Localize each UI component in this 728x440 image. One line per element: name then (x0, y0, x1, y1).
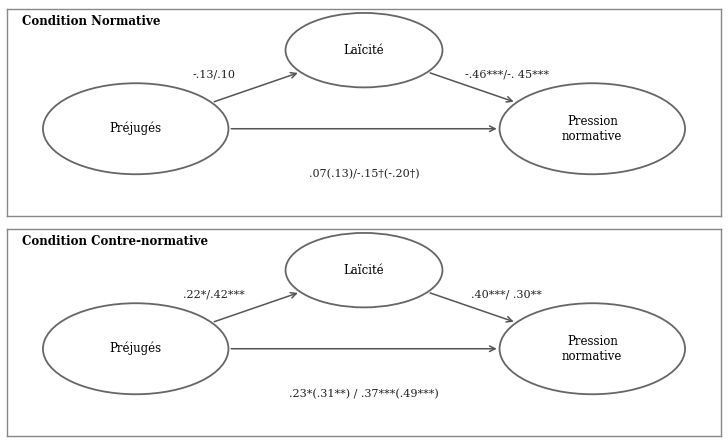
Text: Pression
normative: Pression normative (562, 115, 622, 143)
Ellipse shape (43, 303, 229, 394)
Text: Condition Contre-normative: Condition Contre-normative (22, 235, 207, 248)
Text: .40***/ .30**: .40***/ .30** (471, 290, 542, 300)
Text: Pression
normative: Pression normative (562, 335, 622, 363)
Ellipse shape (43, 83, 229, 174)
Text: Préjugés: Préjugés (110, 342, 162, 356)
Text: Condition Normative: Condition Normative (22, 15, 160, 28)
Ellipse shape (499, 303, 685, 394)
Text: .22*/.42***: .22*/.42*** (183, 290, 245, 300)
Text: -.46***/-. 45***: -.46***/-. 45*** (464, 70, 549, 80)
Text: .07(.13)/-.15†(-.20†): .07(.13)/-.15†(-.20†) (309, 169, 419, 180)
Text: -.13/.10: -.13/.10 (193, 70, 236, 80)
Text: Laïcité: Laïcité (344, 264, 384, 277)
Text: Préjugés: Préjugés (110, 122, 162, 136)
Ellipse shape (285, 233, 443, 308)
Ellipse shape (285, 13, 443, 88)
Ellipse shape (499, 83, 685, 174)
Text: Laïcité: Laïcité (344, 44, 384, 57)
Text: .23*(.31**) / .37***(.49***): .23*(.31**) / .37***(.49***) (289, 389, 439, 400)
